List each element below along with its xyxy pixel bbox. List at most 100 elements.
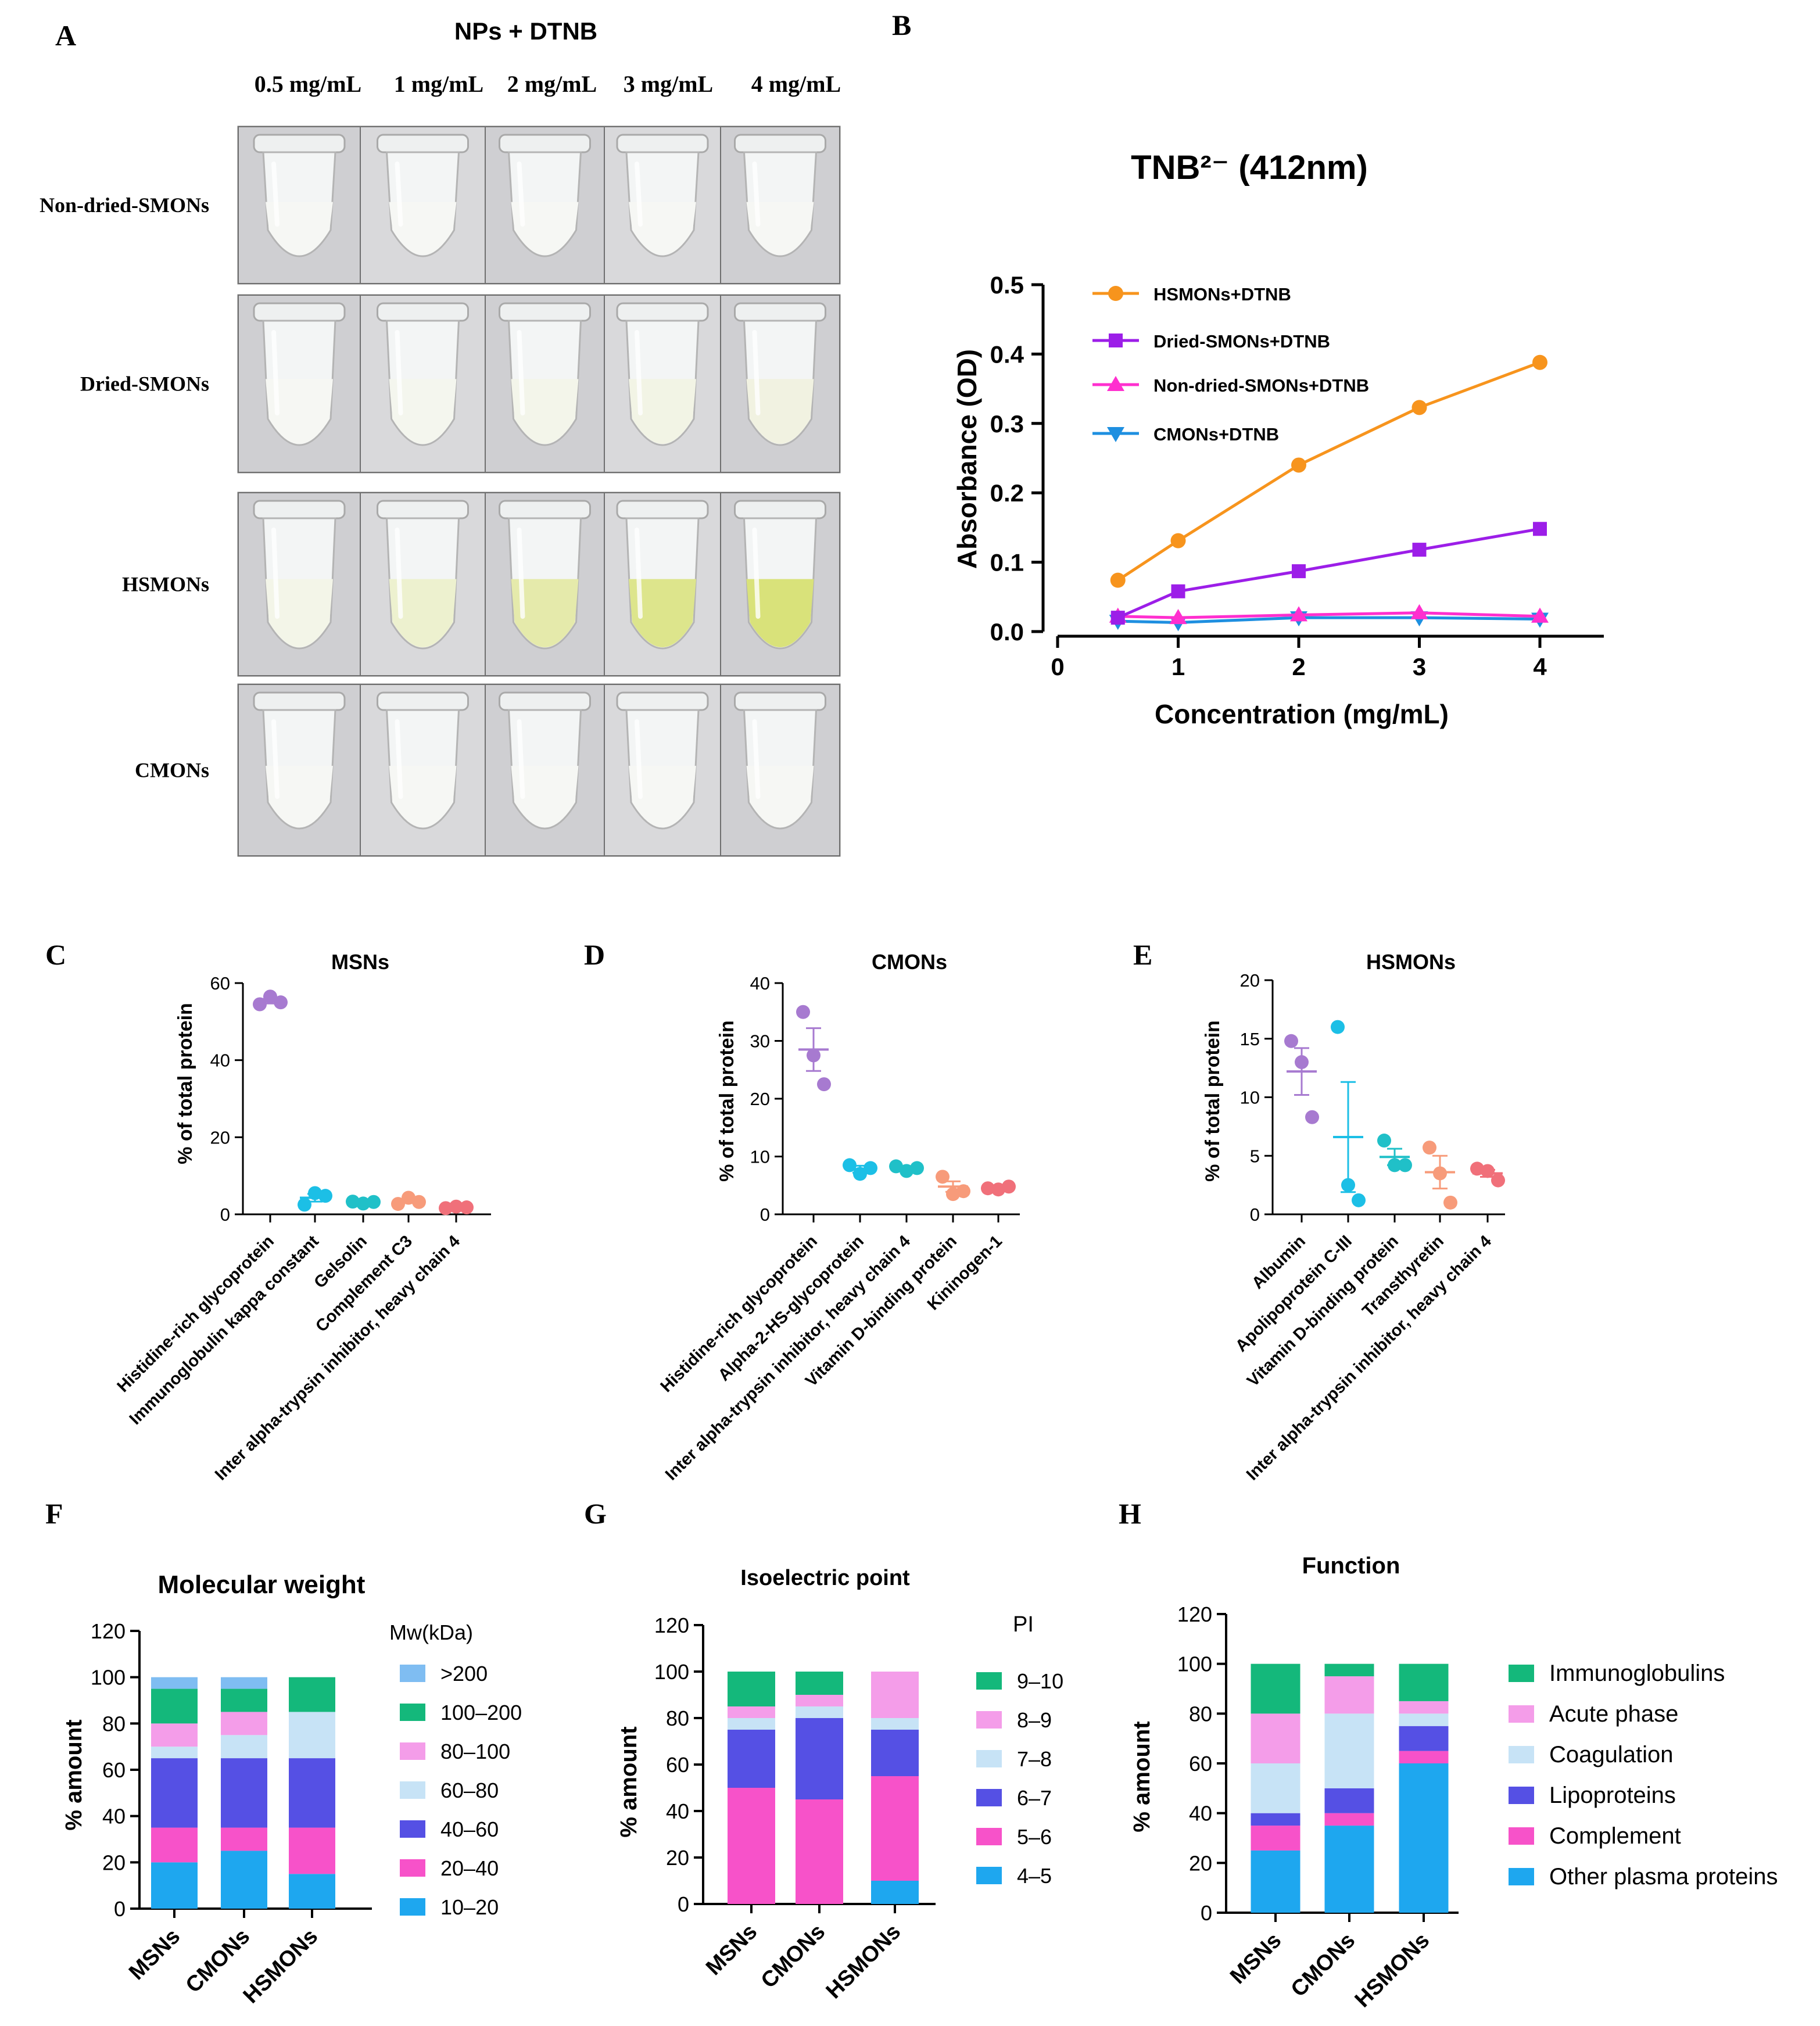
panel-a: A NPs + DTNB 0.5 mg/mL 1 mg/mL 2 mg/mL 3…: [40, 17, 841, 857]
bar-segment: [289, 1827, 335, 1874]
bar-segment: [151, 1747, 198, 1759]
bar-segment: [1251, 1763, 1300, 1813]
concentration-label: 3 mg/mL: [624, 71, 713, 97]
row-label: CMONs: [135, 759, 209, 782]
bar-segment: [1251, 1850, 1300, 1913]
y-tick-label: 5: [1250, 1146, 1260, 1166]
bar-segment: [151, 1827, 198, 1863]
tube-row: HSMONs: [122, 492, 841, 677]
chart-title: Molecular weight: [158, 1570, 366, 1599]
data-point: [1410, 604, 1428, 619]
category-label: HSMONs: [822, 1920, 906, 2004]
bar-segment: [1324, 1788, 1374, 1813]
legend-label: 9–10: [1017, 1669, 1063, 1693]
bar-segment: [151, 1723, 198, 1747]
tube-liquid: [266, 202, 333, 255]
legend-label: Lipoproteins: [1549, 1783, 1676, 1808]
panel-f: F Molecular weight % amount Mw(kDa) 0 20 4…: [45, 1497, 522, 2008]
tube: [734, 302, 826, 446]
tube-liquid: [389, 579, 457, 647]
tube-liquid: [511, 579, 579, 647]
tube: [253, 500, 346, 650]
tube-photo-grid: Non-dried-SMONs Dried-SMONs HSMONs CMONs: [40, 125, 841, 857]
tube-liquid: [511, 766, 579, 827]
y-axis-label: % amount: [616, 1726, 642, 1837]
legend-label: 80–100: [440, 1740, 510, 1763]
tube: [253, 302, 346, 446]
data-point: [1352, 1193, 1366, 1207]
y-tick-label: 10: [750, 1147, 770, 1167]
tube: [377, 134, 469, 257]
bar-segment: [151, 1677, 198, 1689]
bar-segment: [289, 1712, 335, 1759]
legend-label: Acute phase: [1549, 1701, 1678, 1727]
bar-segment: [151, 1758, 198, 1828]
legend-label: Immunoglobulins: [1549, 1661, 1725, 1686]
y-tick-label: 0: [760, 1204, 770, 1225]
category-label: Transthyretin: [1359, 1232, 1448, 1321]
concentration-label: 4 mg/mL: [751, 71, 841, 97]
tube: [377, 500, 469, 650]
panel-a-title: NPs + DTNB: [454, 17, 597, 45]
legend-entry: 40–60: [400, 1817, 499, 1841]
legend-entry: Non-dried-SMONs+DTNB: [1092, 375, 1369, 396]
chart-title: CMONs: [872, 950, 947, 974]
bar-segment: [1251, 1663, 1300, 1714]
chart-title: MSNs: [331, 950, 389, 974]
tube-liquid: [266, 579, 333, 647]
tube-highlight: [752, 330, 761, 415]
tube-liquid: [266, 379, 333, 444]
bar-segment: [1324, 1813, 1374, 1826]
tube: [377, 302, 469, 446]
y-tick-label: 0.4: [990, 340, 1024, 368]
chart-title: Function: [1302, 1553, 1400, 1579]
y-tick-label: 40: [666, 1799, 689, 1823]
tube-liquid: [746, 579, 814, 647]
tube-highlight: [752, 162, 761, 227]
legend-swatch: [976, 1750, 1002, 1767]
tube-liquid: [389, 379, 457, 444]
legend-label: 100–200: [440, 1701, 522, 1724]
bar-segment: [871, 1718, 919, 1730]
y-tick-label: 80: [102, 1712, 126, 1735]
legend-entry: HSMONs+DTNB: [1092, 284, 1291, 304]
bar-segment: [1324, 1663, 1374, 1677]
y-tick-label: 15: [1240, 1029, 1260, 1049]
y-axis-label: % of total protein: [1202, 1020, 1224, 1182]
data-point: [1412, 543, 1427, 557]
data-point: [1491, 1173, 1505, 1188]
legend-entry: 4–5: [976, 1864, 1052, 1888]
data-point: [1532, 354, 1547, 370]
y-axis-label: % amount: [1129, 1721, 1155, 1832]
tube-liquid: [629, 766, 696, 827]
tube: [499, 134, 591, 257]
tube-row: Non-dried-SMONs: [40, 125, 841, 285]
legend-swatch: [1509, 1827, 1534, 1845]
legend-entry: 100–200: [400, 1701, 522, 1724]
legend-label: 6–7: [1017, 1786, 1052, 1810]
x-tick-label: 0: [1051, 653, 1064, 680]
tube-cap: [253, 134, 346, 153]
series-Non-dried-SMONs+DTNB: [1109, 604, 1549, 625]
legend-swatch: [400, 1704, 425, 1721]
tube: [616, 134, 709, 257]
bar-segment: [728, 1730, 775, 1788]
bar-segment: [1399, 1713, 1449, 1726]
category-label: HSMONs: [239, 1924, 323, 2009]
legend-entry: Complement: [1509, 1823, 1681, 1849]
legend-label: 10–20: [440, 1895, 499, 1919]
bar-segment: [871, 1672, 919, 1718]
bar-segment: [221, 1735, 267, 1759]
row-label: Dried-SMONs: [80, 372, 209, 396]
y-axis-label: % of total protein: [716, 1020, 738, 1182]
data-point: [817, 1077, 831, 1092]
category-group: Inter alpha-trypsin inhibitor, heavy cha…: [212, 1199, 474, 1484]
bar-segment: [1399, 1751, 1449, 1763]
panel-h-letter: H: [1119, 1497, 1141, 1530]
legend-entry: 20–40: [400, 1856, 499, 1880]
legend-entry: 8–9: [976, 1708, 1052, 1732]
y-tick-label: 100: [91, 1666, 126, 1690]
tube-cap: [734, 134, 826, 153]
